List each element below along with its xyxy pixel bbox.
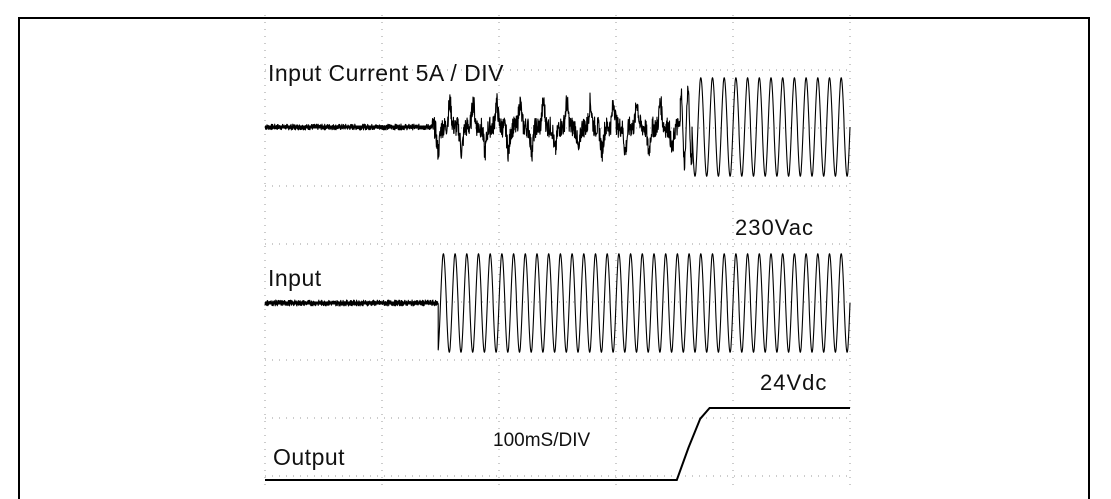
output-voltage-annotation: 24Vdc xyxy=(760,370,828,395)
timebase-label: 100mS/DIV xyxy=(493,430,591,451)
trace-input-current-5a-div xyxy=(264,77,851,177)
current-channel-label: Input Current 5A / DIV xyxy=(268,60,505,86)
trace-output xyxy=(265,407,850,481)
output-channel-label: Output xyxy=(273,444,346,470)
input-voltage-annotation: 230Vac xyxy=(735,215,814,240)
figure-frame xyxy=(18,17,1090,499)
input-channel-label: Input xyxy=(268,265,322,291)
